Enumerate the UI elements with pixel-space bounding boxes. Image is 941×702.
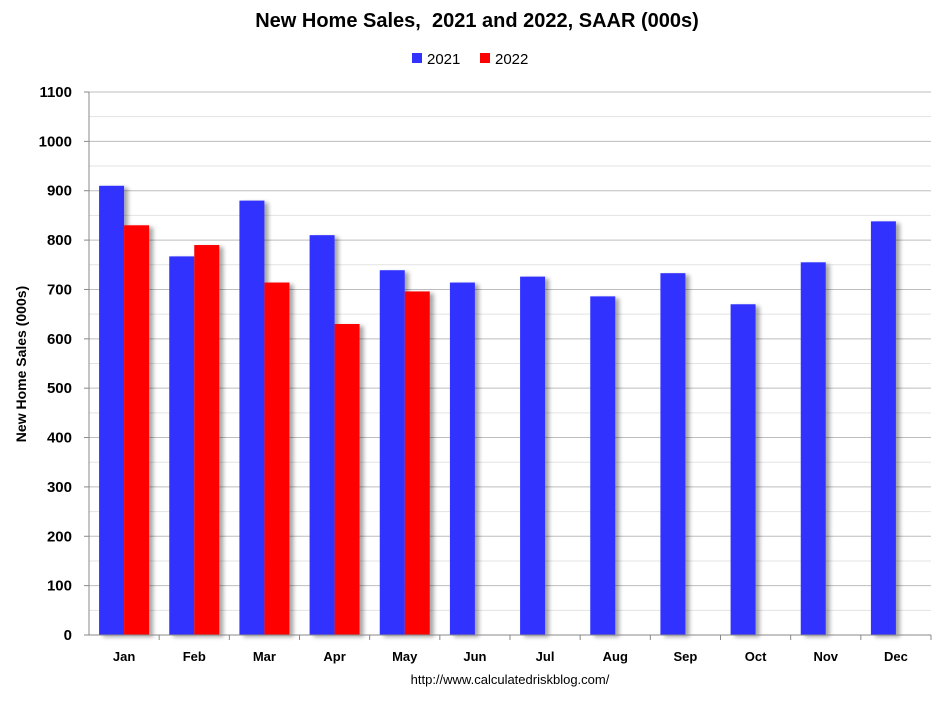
- y-axis-ticks: 0 100 200 300 400 500 600 700 800 900 1000 1100: [39, 84, 89, 644]
- x-tick-label-jun: Jun: [463, 649, 486, 664]
- legend: 2021 2022: [412, 51, 528, 68]
- bar-2021-jun: [449, 282, 475, 635]
- y-tick-label: 0: [64, 627, 72, 644]
- source-url: http://www.calculatedriskblog.com/: [411, 672, 610, 687]
- y-tick-label: 200: [47, 528, 72, 545]
- x-tick-label-sep: Sep: [673, 649, 697, 664]
- x-tick-label-jul: Jul: [536, 649, 555, 664]
- bar-2021-mar: [239, 200, 265, 635]
- bar-2021-apr: [309, 235, 335, 635]
- y-tick-label: 1000: [39, 133, 72, 150]
- y-tick-label: 1100: [39, 84, 72, 101]
- y-tick-label: 600: [47, 331, 72, 348]
- bar-2021-sep: [660, 273, 686, 635]
- x-axis-ticks: Jan Feb Mar Apr May Jun Jul Aug Sep Oct Nov Dec: [113, 635, 932, 664]
- bar-2022-apr: [334, 324, 360, 635]
- bar-2021-aug: [590, 296, 616, 635]
- legend-swatch-2022: [480, 53, 490, 63]
- legend-swatch-2021: [412, 53, 422, 63]
- x-tick-label-feb: Feb: [183, 649, 206, 664]
- y-tick-label: 100: [47, 578, 72, 595]
- y-axis-label: New Home Sales (000s): [13, 286, 29, 442]
- x-tick-label-oct: Oct: [745, 649, 767, 664]
- x-tick-label-mar: Mar: [253, 649, 276, 664]
- y-tick-label: 700: [47, 281, 72, 298]
- x-tick-label-dec: Dec: [884, 649, 908, 664]
- chart-title: New Home Sales, 2021 and 2022, SAAR (000…: [255, 10, 699, 32]
- bar-2021-jul: [520, 276, 546, 635]
- y-tick-label: 300: [47, 479, 72, 496]
- bar-2022-jan: [124, 225, 150, 636]
- bars: [99, 185, 896, 636]
- x-tick-label-nov: Nov: [813, 649, 838, 664]
- gridlines: [89, 91, 931, 611]
- legend-label-2021: 2021: [427, 51, 460, 68]
- y-tick-label: 900: [47, 183, 72, 200]
- bar-2021-may: [379, 270, 405, 635]
- bar-2021-jan: [99, 185, 125, 636]
- x-tick-label-aug: Aug: [603, 649, 628, 664]
- y-tick-label: 400: [47, 430, 72, 447]
- y-tick-label: 500: [47, 380, 72, 397]
- x-tick-label-jan: Jan: [113, 649, 135, 664]
- bar-2021-oct: [730, 304, 756, 635]
- bar-2022-may: [404, 291, 430, 635]
- bar-2022-mar: [264, 282, 290, 635]
- legend-label-2022: 2022: [495, 51, 528, 68]
- bar-2021-nov: [800, 262, 826, 635]
- bar-2021-dec: [870, 221, 896, 635]
- x-tick-label-may: May: [392, 649, 418, 664]
- bar-2022-feb: [194, 245, 220, 635]
- y-tick-label: 800: [47, 232, 72, 249]
- x-tick-label-apr: Apr: [323, 649, 345, 664]
- bar-2021-feb: [169, 256, 195, 635]
